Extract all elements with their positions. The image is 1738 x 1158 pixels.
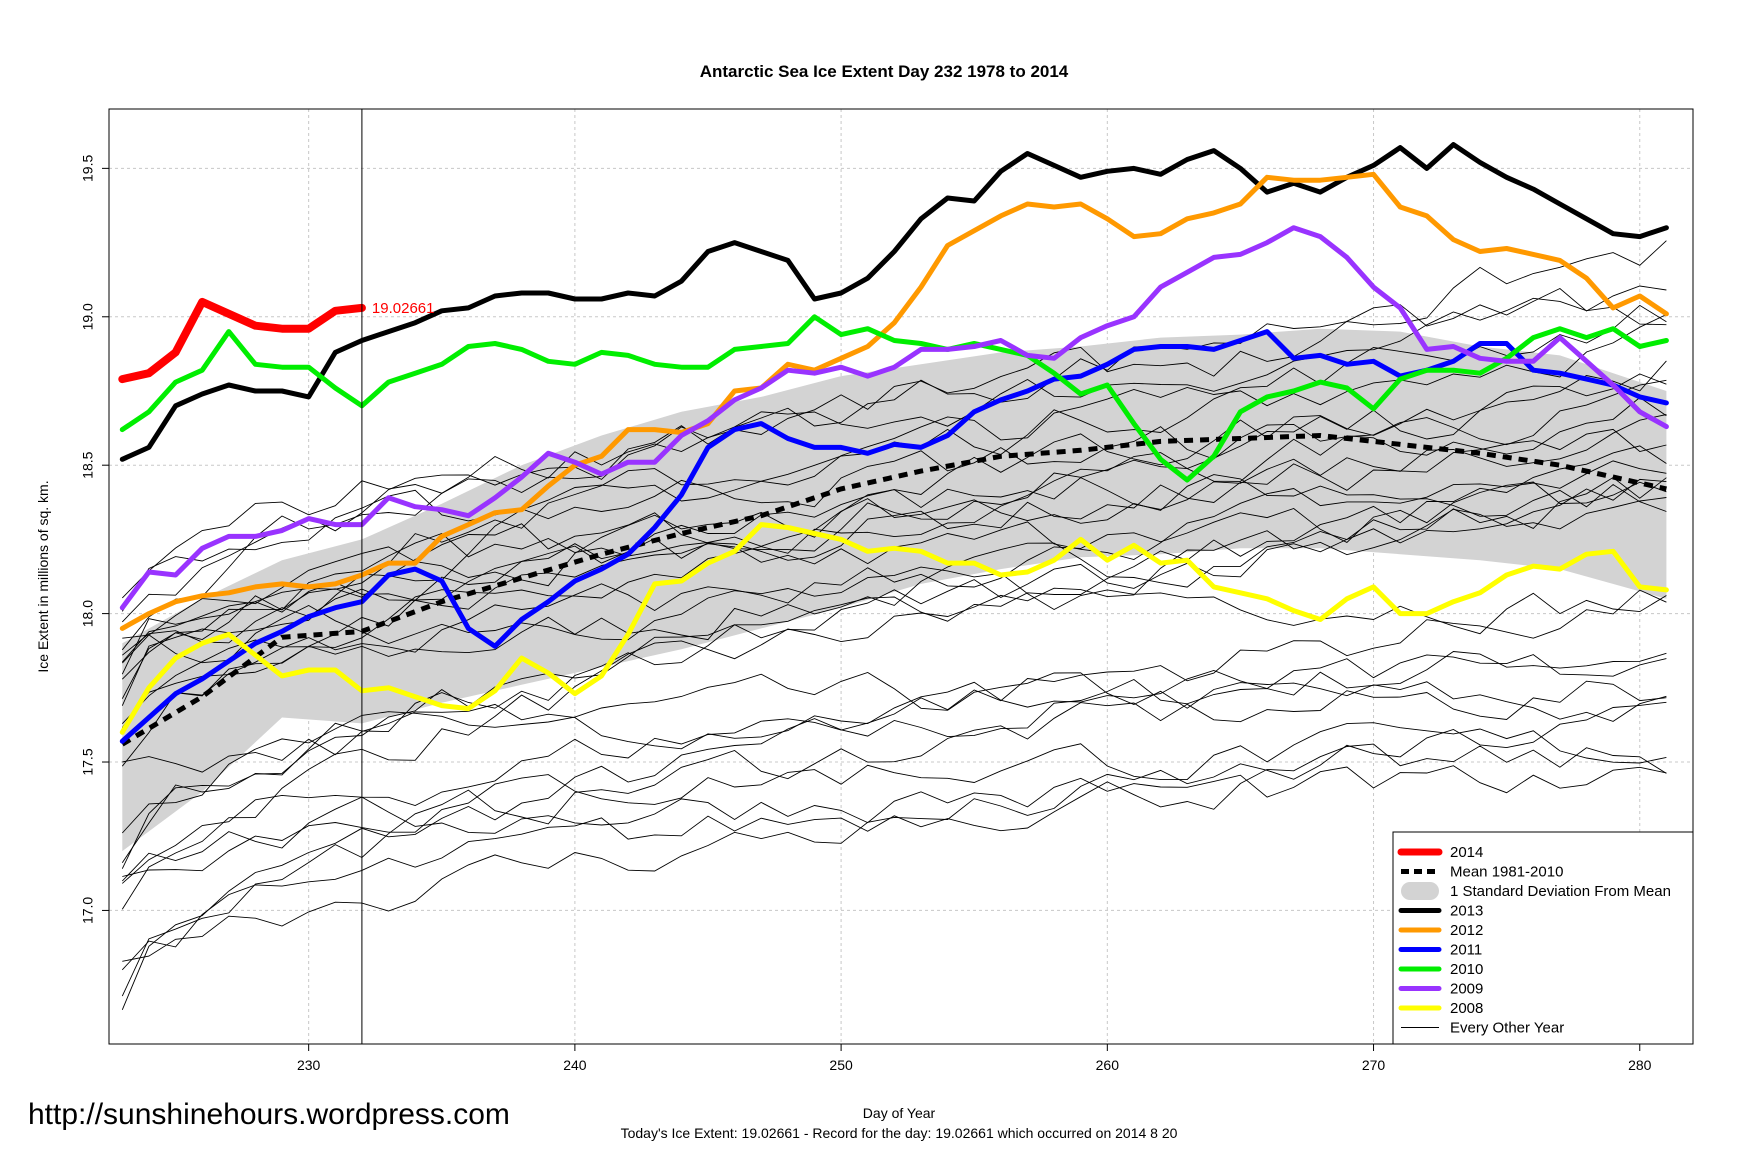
other-year-line (121, 314, 1667, 675)
x-tick-label: 240 (563, 1057, 587, 1073)
other-year-line (122, 414, 1667, 639)
x-axis-label: Day of Year (863, 1105, 936, 1121)
legend-label: 2014 (1450, 844, 1483, 861)
series-line-2013 (119, 142, 1669, 462)
legend-label: 2009 (1450, 981, 1483, 998)
y-tick-label: 18.5 (80, 451, 96, 478)
legend-label: 1 Standard Deviation From Mean (1450, 883, 1671, 900)
series-line-2009 (119, 225, 1669, 611)
x-tick-label: 250 (829, 1057, 853, 1073)
other-year-line (121, 285, 1667, 599)
legend-label: 2008 (1450, 1000, 1483, 1017)
legend: 2014 Mean 1981-2010 1 Standard Deviation F… (1392, 831, 1694, 1045)
current-day-marker: 19.02661 (361, 109, 435, 1044)
x-tick-label: 260 (1096, 1057, 1120, 1073)
other-year-line (121, 497, 1667, 910)
x-tick-label: 270 (1362, 1057, 1386, 1073)
legend-label: Mean 1981-2010 (1450, 864, 1563, 881)
plot-border (108, 108, 1694, 1045)
marker-value-label: 19.02661 (372, 300, 435, 317)
series-line-2014 (118, 297, 366, 384)
series-line-2008 (119, 522, 1669, 735)
every-other-year-lines (121, 240, 1667, 1010)
other-year-line (121, 765, 1667, 882)
other-year-line (121, 743, 1667, 971)
other-year-line (121, 476, 1667, 728)
source-url[interactable]: http://sunshinehours.wordpress.com (28, 1098, 510, 1131)
y-axis-label: Ice Extent in millions of sq. km. (35, 480, 51, 672)
other-year-line (121, 428, 1667, 663)
legend-label: 2010 (1450, 961, 1483, 978)
x-tick-label: 230 (297, 1057, 321, 1073)
other-year-line (121, 651, 1667, 1010)
chart-title: Antarctic Sea Ice Extent Day 232 1978 to… (700, 62, 1069, 81)
other-year-line (122, 481, 1667, 739)
other-year-line (121, 478, 1667, 869)
other-year-line (121, 474, 1667, 699)
other-year-line (121, 566, 1667, 664)
other-year-line (121, 672, 1667, 834)
legend-label: 2011 (1450, 942, 1482, 959)
other-year-line (121, 379, 1667, 612)
series-line-2012 (119, 171, 1669, 631)
y-tick-label: 19.0 (80, 303, 96, 330)
other-year-line (122, 589, 1667, 884)
other-year-line (121, 680, 1667, 997)
y-tick-label: 17.0 (80, 897, 96, 924)
legend-label: 2013 (1450, 903, 1483, 920)
legend-label: 2012 (1450, 922, 1483, 939)
legend-label: Every Other Year (1450, 1020, 1564, 1037)
legend-box (1392, 831, 1694, 1045)
other-year-line (121, 445, 1667, 863)
x-tick-label: 280 (1628, 1057, 1652, 1073)
legend-swatch (1401, 882, 1439, 900)
other-year-line (121, 297, 1667, 623)
other-year-line (122, 701, 1667, 962)
y-tick-label: 18.0 (80, 600, 96, 627)
series-line-2010 (119, 314, 1669, 483)
y-tick-label: 19.5 (80, 155, 96, 182)
highlight-series (118, 142, 1669, 744)
footer-text: Today's Ice Extent: 19.02661 - Record fo… (621, 1125, 1178, 1141)
y-tick-label: 17.5 (80, 748, 96, 775)
other-year-line (122, 654, 1667, 773)
other-year-line (122, 722, 1667, 877)
axes: 230 240 250 260 270 280 17.0 17.5 18.0 18.5 19.0 19… (80, 155, 1652, 1073)
